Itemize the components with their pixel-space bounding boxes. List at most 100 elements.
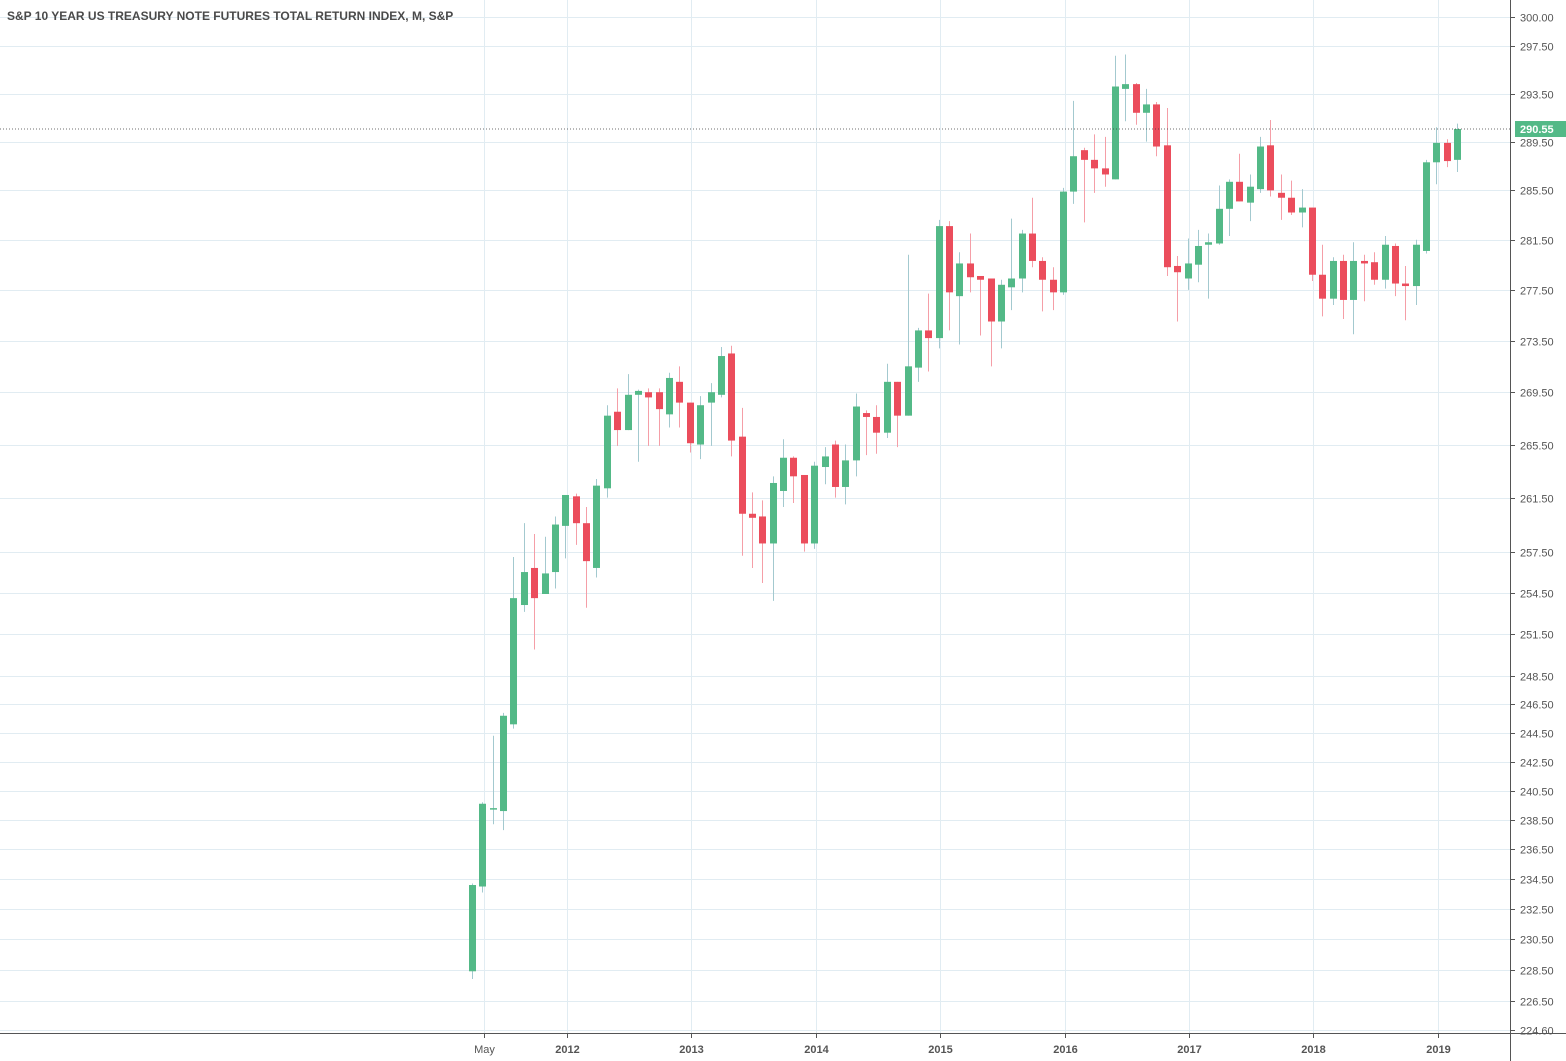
candle[interactable] [1008, 218, 1015, 311]
candle[interactable] [1174, 255, 1181, 322]
candle[interactable] [936, 219, 943, 349]
candle[interactable] [1454, 123, 1461, 173]
candle[interactable] [956, 252, 963, 345]
candle[interactable] [656, 388, 663, 446]
candle[interactable] [1267, 119, 1274, 197]
candle[interactable] [573, 493, 580, 545]
candle[interactable] [1402, 265, 1409, 321]
candle[interactable] [853, 393, 860, 477]
candle[interactable] [1423, 159, 1430, 254]
candle[interactable] [604, 405, 611, 498]
candle[interactable] [708, 383, 715, 446]
candle[interactable] [1060, 187, 1067, 295]
candle[interactable] [967, 233, 974, 293]
candle[interactable] [1122, 54, 1129, 122]
candle[interactable] [925, 293, 932, 372]
candle[interactable] [894, 381, 901, 448]
candle[interactable] [1153, 102, 1160, 157]
candle[interactable] [500, 712, 507, 831]
candle[interactable] [1216, 185, 1223, 245]
candle[interactable] [1299, 189, 1306, 228]
candle[interactable] [1392, 243, 1399, 297]
candle[interactable] [1164, 107, 1171, 276]
y-tick-label: 240.50 [1520, 787, 1554, 799]
candle[interactable] [1081, 147, 1088, 223]
candle[interactable] [905, 254, 912, 416]
candle[interactable] [1247, 174, 1254, 222]
candle[interactable] [666, 372, 673, 428]
candle[interactable] [832, 440, 839, 498]
candle[interactable] [1070, 100, 1077, 204]
candle[interactable] [583, 507, 590, 608]
candle[interactable] [697, 396, 704, 460]
candle[interactable] [1309, 207, 1316, 282]
candle[interactable] [1236, 153, 1243, 202]
candle[interactable] [1143, 88, 1150, 142]
candle[interactable] [687, 402, 694, 453]
candle[interactable] [1319, 244, 1326, 317]
candle[interactable] [873, 405, 880, 454]
candle[interactable] [1278, 174, 1285, 220]
candle[interactable] [1019, 229, 1026, 293]
candle[interactable] [479, 802, 486, 893]
y-tick-label: 254.50 [1520, 589, 1554, 601]
candle[interactable] [635, 389, 642, 462]
candle[interactable] [822, 447, 829, 485]
candle[interactable] [1257, 136, 1264, 193]
candle[interactable] [946, 221, 953, 331]
candle[interactable] [1340, 254, 1347, 319]
candle[interactable] [801, 474, 808, 552]
candle[interactable] [1226, 179, 1233, 237]
candle[interactable] [1371, 252, 1378, 285]
candle[interactable] [842, 444, 849, 505]
candle[interactable] [884, 363, 891, 438]
candle[interactable] [811, 461, 818, 549]
candle[interactable] [749, 492, 756, 568]
candle[interactable] [1112, 55, 1119, 180]
candle-body-up [479, 803, 486, 887]
candle[interactable] [718, 347, 725, 398]
candle[interactable] [593, 478, 600, 578]
candle[interactable] [1029, 197, 1036, 268]
candle[interactable] [490, 735, 497, 825]
candle[interactable] [1288, 180, 1295, 215]
candle[interactable] [552, 516, 559, 589]
candle[interactable] [469, 883, 476, 979]
candle[interactable] [676, 366, 683, 428]
candle[interactable] [780, 439, 787, 508]
candle[interactable] [1413, 239, 1420, 306]
candle[interactable] [998, 279, 1005, 349]
candle[interactable] [1050, 267, 1057, 311]
candle[interactable] [790, 456, 797, 504]
candle[interactable] [1205, 233, 1212, 299]
candle[interactable] [521, 523, 528, 612]
candle[interactable] [1091, 134, 1098, 193]
candle[interactable] [739, 407, 746, 556]
candle[interactable] [1433, 127, 1440, 185]
candle[interactable] [977, 275, 984, 336]
candle[interactable] [1382, 236, 1389, 289]
candle[interactable] [988, 278, 995, 367]
candle[interactable] [1039, 257, 1046, 312]
candle[interactable] [1444, 139, 1451, 168]
candle[interactable] [1350, 242, 1357, 335]
candle[interactable] [510, 557, 517, 729]
candle[interactable] [645, 388, 652, 446]
candle[interactable] [531, 533, 538, 650]
candle[interactable] [625, 374, 632, 431]
candle[interactable] [1102, 136, 1109, 187]
candle[interactable] [542, 536, 549, 594]
candle[interactable] [770, 476, 777, 601]
candle[interactable] [562, 494, 569, 559]
candle[interactable] [614, 388, 621, 446]
candle[interactable] [728, 345, 735, 457]
candle[interactable] [1133, 82, 1140, 125]
candle[interactable] [1330, 257, 1337, 306]
candle[interactable] [1195, 229, 1202, 283]
candle[interactable] [1361, 254, 1368, 302]
candle[interactable] [759, 500, 766, 584]
candle[interactable] [1185, 238, 1192, 290]
candle[interactable] [863, 410, 870, 456]
candle[interactable] [915, 327, 922, 382]
